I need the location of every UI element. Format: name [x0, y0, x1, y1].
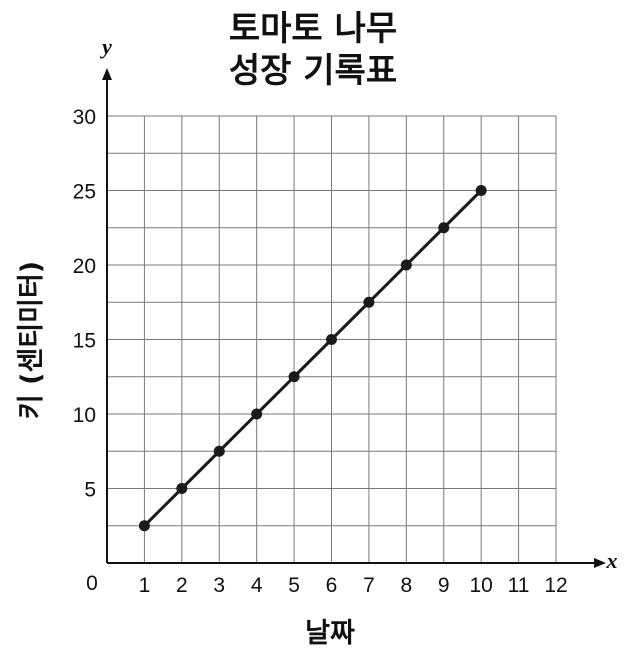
chart-title-line-1: 토마토 나무 — [229, 9, 397, 49]
x-tick-label: 12 — [544, 574, 567, 597]
y-tick-label: 10 — [73, 404, 96, 427]
data-point — [438, 222, 450, 234]
x-tick-label: 11 — [508, 574, 530, 597]
x-tick-label: 9 — [438, 574, 450, 597]
x-tick-label: 10 — [469, 574, 492, 597]
x-axis-variable: x — [606, 548, 618, 573]
series-line — [143, 189, 483, 527]
data-point — [400, 259, 412, 271]
y-tick-label: 20 — [73, 255, 96, 278]
chart-title-line-2: 성장 기록표 — [229, 51, 397, 91]
x-tick-label: 5 — [288, 574, 300, 597]
y-tick-label: 5 — [84, 479, 96, 502]
data-point — [326, 334, 337, 345]
x-axis-label: 날짜 — [305, 618, 355, 649]
origin-label: 0 — [86, 572, 98, 595]
x-tick-label: 1 — [139, 574, 151, 597]
data-point — [475, 185, 487, 196]
y-axis-label: 키 (센티미터) — [16, 261, 47, 419]
data-point — [288, 371, 300, 383]
data-point — [213, 445, 225, 457]
x-tick-label: 8 — [400, 574, 412, 597]
x-tick-label: 7 — [363, 574, 375, 597]
x-axis-arrow — [594, 558, 606, 568]
x-tick-label: 4 — [251, 574, 263, 597]
data-point — [251, 408, 263, 420]
y-tick-label: 25 — [73, 181, 96, 204]
data-point — [363, 296, 375, 308]
data-point — [138, 520, 150, 532]
y-tick-label: 15 — [73, 330, 96, 353]
data-series — [138, 185, 487, 532]
y-axis-arrow — [102, 68, 112, 80]
y-tick-label: 30 — [73, 106, 96, 129]
data-point — [176, 483, 188, 494]
axes — [102, 68, 606, 568]
x-tick-label: 2 — [176, 574, 188, 597]
y-axis-variable: y — [99, 34, 112, 59]
x-tick-label: 6 — [326, 574, 338, 597]
x-tick-label: 3 — [213, 574, 225, 597]
